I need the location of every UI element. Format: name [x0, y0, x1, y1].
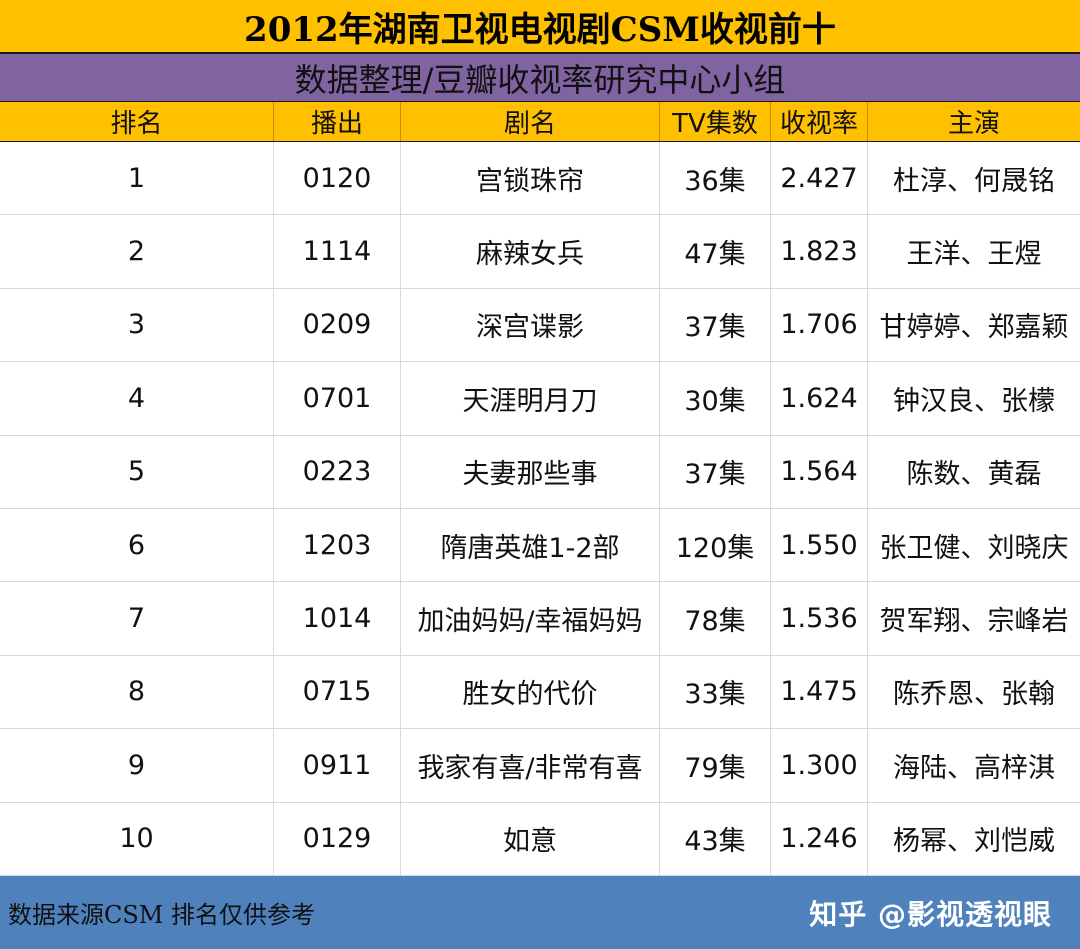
airdate-cell: 1203	[274, 508, 401, 582]
airdate-cell: 1014	[274, 582, 401, 655]
drama-title-cell: 加油妈妈/幸福妈妈	[401, 582, 660, 655]
cast-cell: 王洋、王煜	[906, 239, 1042, 271]
table-row: 5 0223 夫妻那些事 37集 1.564 陈数、黄磊	[0, 435, 1080, 509]
table-row: 9 0911 我家有喜/非常有喜 79集 1.300 海陆、高梓淇	[0, 729, 1080, 803]
footer-bar: 数据来源CSM 排名仅供参考 知乎 @影视透视眼	[0, 876, 1080, 949]
table-row: 4 0701 天涯明月刀 30集 1.624 钟汉良、张檬	[0, 362, 1080, 436]
rating-cell: 2.427	[771, 142, 868, 215]
data-source-note: 数据来源CSM 排名仅供参考	[8, 901, 316, 929]
column-header-drama-title: 剧名	[401, 102, 660, 141]
table-row: 6 1203 隋唐英雄1-2部 120集 1.550 张卫健、刘晓庆	[0, 508, 1080, 583]
episodes-cell: 37集	[660, 288, 771, 362]
airdate-cell: 1114	[274, 215, 401, 288]
rank-cell: 2	[0, 215, 274, 288]
column-header-episodes: TV集数	[660, 102, 771, 141]
episodes-cell: 30集	[660, 362, 771, 435]
drama-title-cell: 我家有喜/非常有喜	[401, 729, 660, 802]
rating-cell: 1.536	[771, 582, 868, 655]
drama-title-cell: 天涯明月刀	[401, 362, 660, 435]
rank-cell: 7	[0, 582, 274, 655]
rank-cell: 6	[0, 508, 274, 582]
rank-cell: 3	[0, 288, 274, 362]
table-row: 3 0209 深宫谍影 37集 1.706 甘婷婷、郑嘉颖	[0, 288, 1080, 363]
rating-cell: 1.246	[771, 802, 868, 875]
episodes-cell: 120集	[660, 508, 771, 582]
rating-cell: 1.550	[771, 508, 868, 582]
rating-cell: 1.300	[771, 729, 868, 802]
drama-title-cell: 夫妻那些事	[401, 435, 660, 508]
rating-cell: 1.564	[771, 435, 868, 508]
rating-cell: 1.624	[771, 362, 868, 435]
drama-title-cell: 麻辣女兵	[401, 215, 660, 288]
drama-title-cell: 胜女的代价	[401, 655, 660, 729]
episodes-cell: 33集	[660, 655, 771, 729]
episodes-cell: 36集	[660, 142, 771, 215]
episodes-cell: 43集	[660, 802, 771, 875]
airdate-cell: 0129	[274, 802, 401, 875]
episodes-cell: 78集	[660, 582, 771, 655]
episodes-cell: 47集	[660, 215, 771, 288]
rating-cell: 1.706	[771, 288, 868, 362]
cast-cell: 陈数、黄磊	[906, 459, 1042, 491]
airdate-cell: 0701	[274, 362, 401, 435]
column-header-rank: 排名	[0, 102, 274, 141]
episodes-cell: 37集	[660, 435, 771, 508]
airdate-cell: 0120	[274, 142, 401, 215]
column-header-rating: 收视率	[771, 102, 868, 141]
rank-cell: 9	[0, 729, 274, 802]
cast-cell: 杜淳、何晟铭	[893, 165, 1055, 197]
cast-cell: 海陆、高梓淇	[893, 752, 1055, 784]
rank-cell: 10	[0, 802, 274, 875]
table-body: 1 0120 宫锁珠帘 36集 2.427 杜淳、何晟铭 2 1114 麻辣女兵…	[0, 142, 1080, 876]
cast-cell: 贺军翔、宗峰岩	[879, 606, 1069, 638]
table-title: 2012年湖南卫视电视剧CSM收视前十	[0, 0, 1080, 54]
airdate-cell: 0209	[274, 288, 401, 362]
cast-cell: 钟汉良、张檬	[893, 385, 1055, 417]
table-row: 7 1014 加油妈妈/幸福妈妈 78集 1.536 贺军翔、宗峰岩	[0, 582, 1080, 656]
drama-title-cell: 隋唐英雄1-2部	[401, 508, 660, 582]
rank-cell: 1	[0, 142, 274, 215]
rank-cell: 5	[0, 435, 274, 508]
table-row: 2 1114 麻辣女兵 47集 1.823 王洋、王煜	[0, 215, 1080, 289]
rating-cell: 1.475	[771, 655, 868, 729]
rank-cell: 8	[0, 655, 274, 729]
rating-cell: 1.823	[771, 215, 868, 288]
table-row: 10 0129 如意 43集 1.246 杨幂、刘恺威	[0, 802, 1080, 876]
rank-cell: 4	[0, 362, 274, 435]
cast-cell: 甘婷婷、郑嘉颖	[879, 312, 1069, 344]
column-header-airdate: 播出	[274, 102, 401, 141]
table-row: 8 0715 胜女的代价 33集 1.475 陈乔恩、张翰	[0, 655, 1080, 730]
drama-title-cell: 如意	[401, 802, 660, 875]
drama-title-cell: 宫锁珠帘	[401, 142, 660, 215]
cast-cell: 杨幂、刘恺威	[893, 826, 1055, 858]
table-row: 1 0120 宫锁珠帘 36集 2.427 杜淳、何晟铭	[0, 142, 1080, 216]
zhihu-watermark: 知乎 @影视透视眼	[809, 897, 1052, 931]
airdate-cell: 0223	[274, 435, 401, 508]
column-header-cast: 主演	[947, 109, 1000, 139]
drama-title-cell: 深宫谍影	[401, 288, 660, 362]
cast-cell: 张卫健、刘晓庆	[879, 532, 1069, 564]
episodes-cell: 79集	[660, 729, 771, 802]
table-subtitle: 数据整理/豆瓣收视率研究中心小组	[0, 54, 1080, 102]
cast-cell: 陈乔恩、张翰	[893, 679, 1055, 711]
table-header-row: 排名 播出 剧名 TV集数 收视率 主演	[0, 102, 1080, 142]
airdate-cell: 0911	[274, 729, 401, 802]
airdate-cell: 0715	[274, 655, 401, 729]
